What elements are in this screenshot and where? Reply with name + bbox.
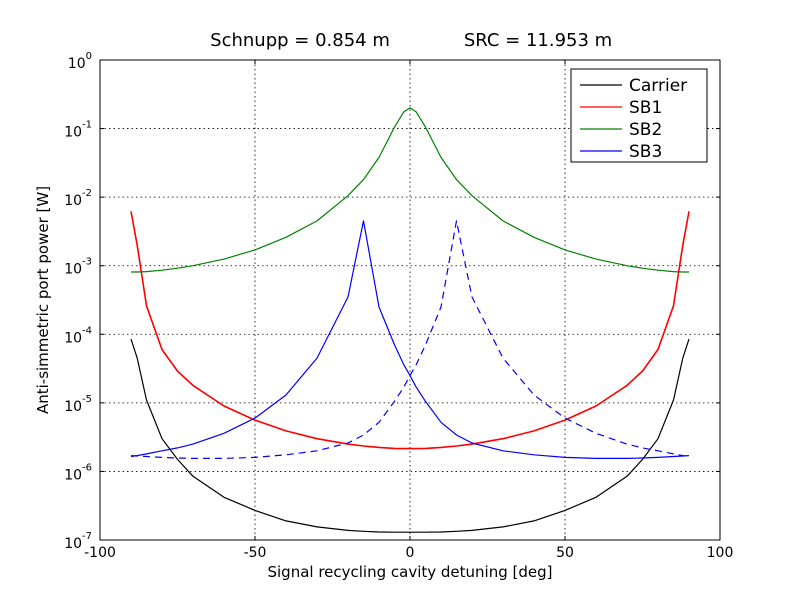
x-tick-label: -100 — [84, 545, 116, 561]
x-tick-label: -50 — [244, 545, 267, 561]
x-axis-label: Signal recycling cavity detuning [deg] — [267, 563, 552, 581]
y-tick-label: 10-2 — [64, 188, 92, 209]
y-tick-exponent: -3 — [82, 257, 92, 268]
legend-label-sb3: SB3 — [629, 142, 662, 162]
y-tick-base: 10 — [64, 399, 82, 415]
y-tick-label: 10-6 — [64, 462, 92, 483]
y-tick-label: 10-1 — [64, 120, 92, 141]
x-tick-label: 100 — [707, 545, 734, 561]
y-tick-label: 100 — [68, 51, 92, 72]
y-tick-base: 10 — [64, 193, 82, 209]
y-tick-label: 10-7 — [64, 531, 92, 552]
y-tick-base: 10 — [64, 467, 82, 483]
x-ticks: -100 -50 0 50 100 — [84, 60, 733, 561]
y-tick-base: 10 — [64, 330, 82, 346]
legend-label-carrier: Carrier — [629, 76, 687, 96]
chart-title-right: SRC = 11.953 m — [464, 30, 612, 51]
series-line-sb3-mirror — [130, 220, 690, 459]
y-tick-base: 10 — [64, 536, 82, 552]
grid — [100, 60, 720, 540]
y-tick-label: 10-5 — [64, 394, 92, 415]
series-line-carrier — [130, 338, 690, 533]
y-tick-base: 10 — [68, 56, 86, 72]
y-tick-exponent: -5 — [82, 394, 92, 405]
y-tick-exponent: -2 — [82, 188, 92, 199]
y-tick-exponent: -4 — [82, 325, 92, 336]
y-tick-label: 10-4 — [64, 325, 92, 346]
series-line-sb1 — [130, 211, 690, 450]
y-tick-label: 10-3 — [64, 257, 92, 278]
x-tick-label: 50 — [556, 545, 574, 561]
y-tick-exponent: -6 — [82, 462, 92, 473]
y-axis-label: Anti-simmetric port power [W] — [34, 186, 52, 414]
series-layer — [130, 107, 690, 533]
y-tick-base: 10 — [64, 125, 82, 141]
y-tick-exponent: 0 — [86, 51, 92, 62]
x-tick-label: 0 — [406, 545, 415, 561]
chart-title-left: Schnupp = 0.854 m — [210, 30, 390, 51]
legend-label-sb2: SB2 — [629, 120, 662, 140]
series-line-sb2 — [131, 107, 689, 273]
y-tick-exponent: -7 — [82, 531, 92, 542]
legend-label-sb1: SB1 — [629, 98, 662, 118]
y-tick-exponent: -1 — [82, 120, 92, 131]
y-tick-base: 10 — [64, 262, 82, 278]
